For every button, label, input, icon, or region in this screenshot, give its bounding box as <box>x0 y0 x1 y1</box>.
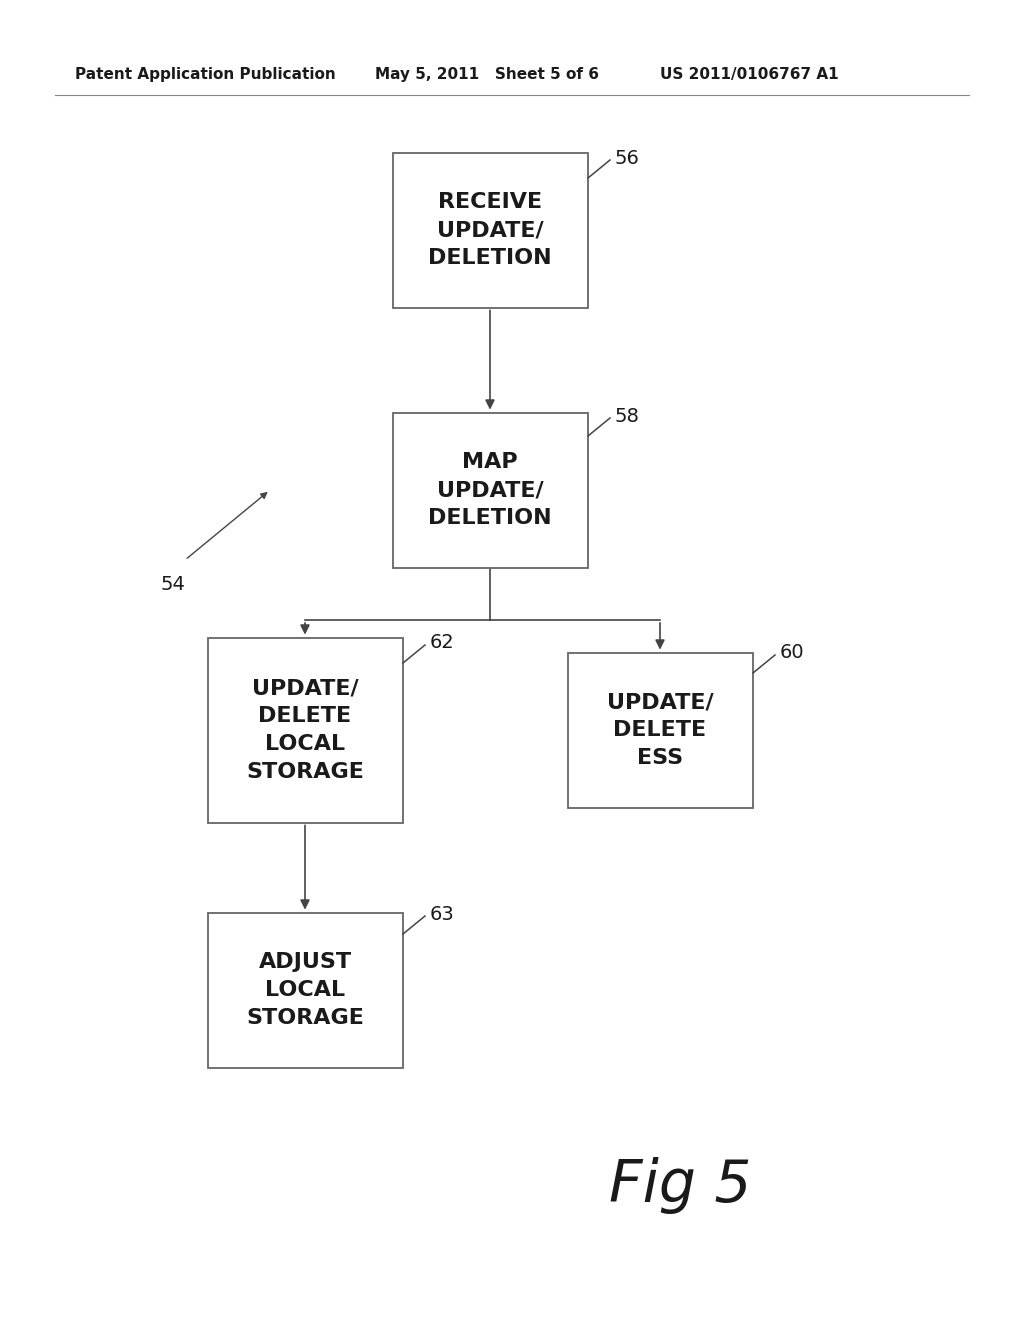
Text: Patent Application Publication: Patent Application Publication <box>75 67 336 82</box>
Text: 60: 60 <box>780 644 805 663</box>
Text: 62: 62 <box>430 634 455 652</box>
Text: May 5, 2011   Sheet 5 of 6: May 5, 2011 Sheet 5 of 6 <box>375 67 599 82</box>
Text: Fig 5: Fig 5 <box>608 1156 752 1213</box>
Bar <box>392 153 588 308</box>
Bar <box>208 912 402 1068</box>
Text: US 2011/0106767 A1: US 2011/0106767 A1 <box>660 67 839 82</box>
Bar <box>392 412 588 568</box>
Bar <box>208 638 402 822</box>
Text: 56: 56 <box>615 149 640 168</box>
Text: 63: 63 <box>430 904 455 924</box>
Text: UPDATE/
DELETE
ESS: UPDATE/ DELETE ESS <box>606 692 714 768</box>
Bar <box>567 652 753 808</box>
Text: MAP
UPDATE/
DELETION: MAP UPDATE/ DELETION <box>428 451 552 528</box>
Text: UPDATE/
DELETE
LOCAL
STORAGE: UPDATE/ DELETE LOCAL STORAGE <box>246 678 364 781</box>
Text: ADJUST
LOCAL
STORAGE: ADJUST LOCAL STORAGE <box>246 952 364 1028</box>
Text: RECEIVE
UPDATE/
DELETION: RECEIVE UPDATE/ DELETION <box>428 191 552 268</box>
Text: 58: 58 <box>615 407 640 425</box>
Text: 54: 54 <box>160 576 185 594</box>
